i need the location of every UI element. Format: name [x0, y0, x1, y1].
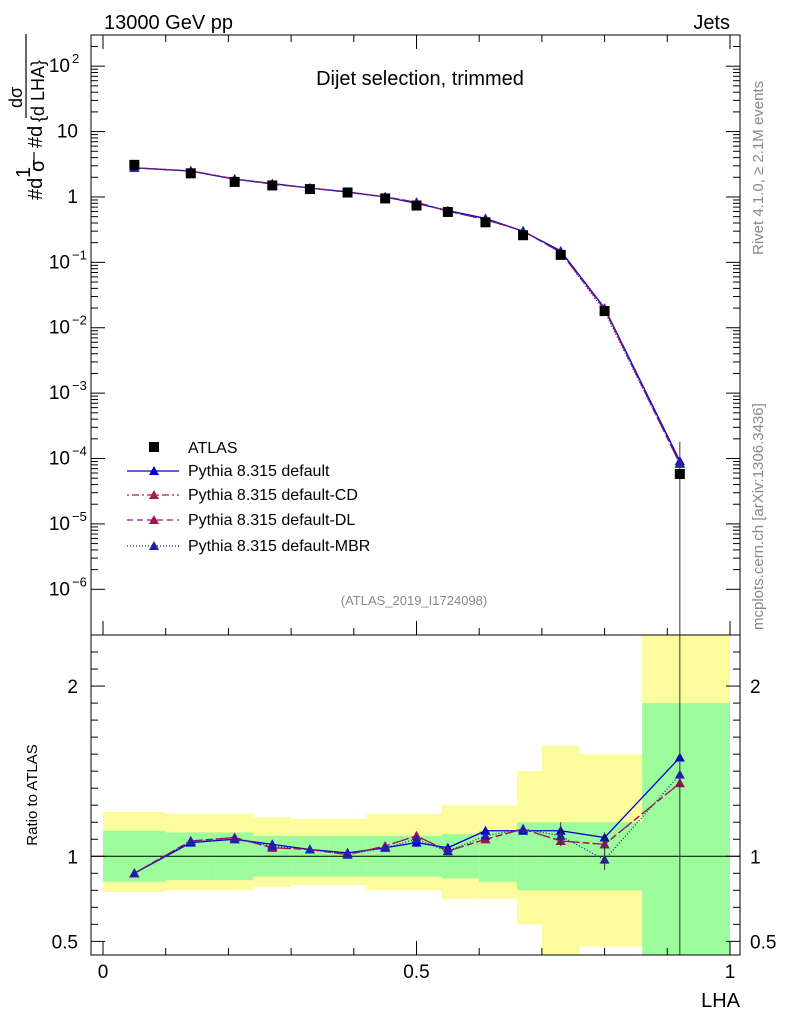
ratio-series-marker [342, 849, 353, 859]
legend-label-data: ATLAS [188, 440, 238, 457]
data-point-marker [674, 468, 685, 479]
legend-series: Pythia 8.315 default Pythia 8.315 default… [127, 463, 370, 555]
mcplots-reference-label: mcplots.cern.ch [arXiv:1306.3436] [750, 403, 767, 630]
main-y-tick-exponent: −1 [72, 247, 87, 262]
ratio-y-tick-label: 1 [67, 847, 78, 868]
y-axis-label-dsigma: dσ [6, 87, 26, 108]
main-data-points [129, 159, 685, 479]
ratio-y-tick-label-right: 0.5 [750, 932, 776, 953]
data-point-marker [480, 217, 491, 228]
ratio-y-tick-label-right: 1 [750, 847, 761, 868]
y-axis-label-dlha: {d LHA} [28, 60, 48, 122]
ratio-uncertainty-bands [103, 635, 730, 955]
main-y-tick-label: 10 [49, 383, 70, 404]
main-y-tick-label: 10 [49, 449, 70, 470]
main-series-line [134, 167, 681, 464]
y-axis-label-sigma: σ [27, 159, 49, 172]
ratio-series-line [134, 757, 681, 874]
y-axis-label-d2: #d [25, 126, 47, 148]
main-y-tick-exponent: −5 [72, 509, 87, 524]
data-point-marker [129, 159, 140, 170]
ratio-plot: 2 2 1 1 0.5 0.5 [52, 634, 776, 956]
main-y-tick-label: 10 [49, 252, 70, 273]
main-y-tick-label: 1 [67, 187, 78, 208]
main-y-tick-label: 10 [57, 122, 78, 143]
ratio-series-marker [267, 841, 278, 851]
analysis-id: (ATLAS_2019_I1724098) [341, 593, 487, 608]
main-y-tick-exponent: −4 [72, 444, 87, 459]
legend-series-label: Pythia 8.315 default [188, 463, 330, 480]
y-axis-label-d: #d [25, 178, 47, 200]
ratio-y-ticks: 2 2 1 1 0.5 0.5 [52, 651, 776, 953]
ratio-y-tick-label: 0.5 [52, 932, 78, 953]
x-axis-ticks: 0 0.5 1 [98, 35, 736, 983]
legend-series-marker [149, 466, 159, 475]
ratio-plot-frame [90, 634, 741, 956]
legend-series-marker [149, 515, 159, 524]
legend-series-marker [149, 541, 159, 550]
main-y-tick-label: 10 [49, 318, 70, 339]
main-series-line [134, 167, 681, 465]
x-tick-label: 0 [98, 962, 109, 983]
ratio-y-tick-label-right: 2 [750, 677, 761, 698]
data-point-marker [599, 306, 610, 317]
ratio-series-marker [442, 846, 453, 856]
legend-series-label: Pythia 8.315 default-DL [188, 512, 355, 529]
ratio-series-marker [480, 830, 491, 840]
main-series-line [134, 167, 681, 462]
x-axis-label: LHA [701, 990, 741, 1012]
ratio-series-marker [304, 844, 315, 854]
main-y-tick-exponent: −3 [72, 378, 87, 393]
plot-title: Dijet selection, trimmed [316, 68, 524, 90]
data-point-marker [185, 168, 196, 179]
beam-energy-label: 13000 GeV pp [104, 12, 233, 34]
main-y-tick-label: 10 [49, 56, 70, 77]
data-point-marker [380, 193, 391, 204]
ratio-y-tick-label: 2 [67, 677, 78, 698]
ratio-series-line [134, 782, 681, 874]
legend-series-marker [149, 490, 159, 499]
data-point-marker [442, 206, 453, 217]
ratio-series-marker [185, 835, 196, 845]
rivet-version-label: Rivet 4.1.0, ≥ 2.1M events [750, 81, 767, 255]
data-point-marker [342, 187, 353, 198]
data-point-marker [518, 230, 529, 241]
data-point-marker [411, 200, 422, 211]
main-y-tick-label: 10 [49, 579, 70, 600]
legend-series-label: Pythia 8.315 default-MBR [188, 538, 370, 555]
y-axis-label: #d 1 σ #d dσ {d LHA} [6, 34, 49, 200]
ratio-series-marker [480, 825, 491, 835]
main-y-tick-exponent: −6 [72, 574, 87, 589]
process-label: Jets [693, 12, 730, 34]
x-tick-label: 1 [725, 962, 736, 983]
data-point-marker [229, 176, 240, 187]
main-y-tick-label: 10 [49, 514, 70, 535]
main-y-tick-exponent: 2 [72, 51, 79, 66]
ratio-series-marker [229, 834, 240, 844]
main-y-tick-exponent: −2 [72, 313, 87, 328]
main-series [129, 162, 685, 635]
ratio-series [129, 635, 685, 955]
ratio-y-axis-label: Ratio to ATLAS [24, 744, 41, 845]
ratio-stat-band [642, 703, 730, 955]
y-axis-label-one: 1 [13, 167, 35, 178]
ratio-series-marker [411, 834, 422, 844]
data-point-marker [304, 184, 315, 195]
ratio-series-marker [518, 824, 529, 834]
ratio-series-marker [380, 842, 391, 852]
data-point-marker [267, 180, 278, 191]
legend-series-label: Pythia 8.315 default-CD [188, 487, 358, 504]
x-tick-label: 0.5 [403, 962, 429, 983]
data-point-marker [555, 249, 566, 260]
legend-marker-data [149, 442, 159, 452]
main-series-line [134, 167, 681, 465]
ratio-series-marker [129, 868, 140, 878]
